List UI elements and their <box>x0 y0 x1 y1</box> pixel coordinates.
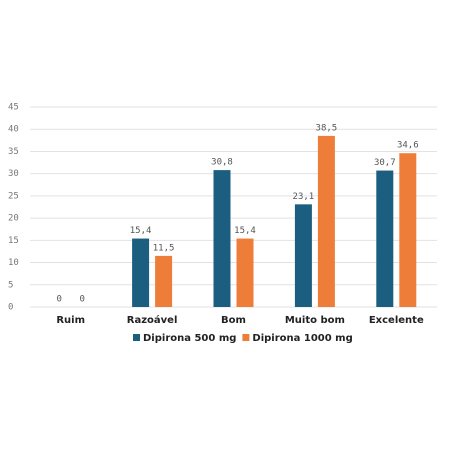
y-tick-label: 45 <box>8 103 19 113</box>
y-tick-label: 15 <box>8 236 19 246</box>
bar <box>236 238 254 307</box>
bar <box>317 135 335 307</box>
bar <box>376 170 394 307</box>
y-tick-label: 35 <box>8 147 19 157</box>
x-tick-label: Ruim <box>56 315 85 326</box>
legend-label: Dipirona 500 mg <box>143 333 236 344</box>
value-label: 0 <box>56 295 61 305</box>
value-label: 15,4 <box>130 226 152 236</box>
y-tick-label: 20 <box>8 214 19 224</box>
value-label: 30,8 <box>211 158 233 168</box>
legend-swatch <box>133 334 140 341</box>
bar <box>132 238 150 307</box>
bar <box>213 170 231 307</box>
y-tick-label: 0 <box>8 303 13 313</box>
y-tick-label: 30 <box>8 169 19 179</box>
x-tick-label: Excelente <box>369 315 424 326</box>
value-label: 38,5 <box>316 123 338 133</box>
x-tick-label: Muito bom <box>285 315 345 326</box>
value-label: 11,5 <box>153 243 175 253</box>
bar <box>399 153 417 307</box>
y-tick-label: 40 <box>8 125 19 135</box>
legend-label: Dipirona 1000 mg <box>252 333 352 344</box>
y-tick-label: 5 <box>8 280 13 290</box>
bar <box>155 255 173 307</box>
x-tick-label: Razoável <box>127 314 178 326</box>
value-label: 15,4 <box>234 226 256 236</box>
y-tick-label: 10 <box>8 258 19 268</box>
value-label: 23,1 <box>293 192 315 202</box>
x-tick-label: Bom <box>221 315 246 326</box>
bar <box>294 204 312 307</box>
value-label: 0 <box>79 295 84 305</box>
y-tick-label: 25 <box>8 191 19 201</box>
value-label: 34,6 <box>397 141 419 151</box>
legend-swatch <box>242 334 250 341</box>
value-label: 30,7 <box>374 158 396 168</box>
